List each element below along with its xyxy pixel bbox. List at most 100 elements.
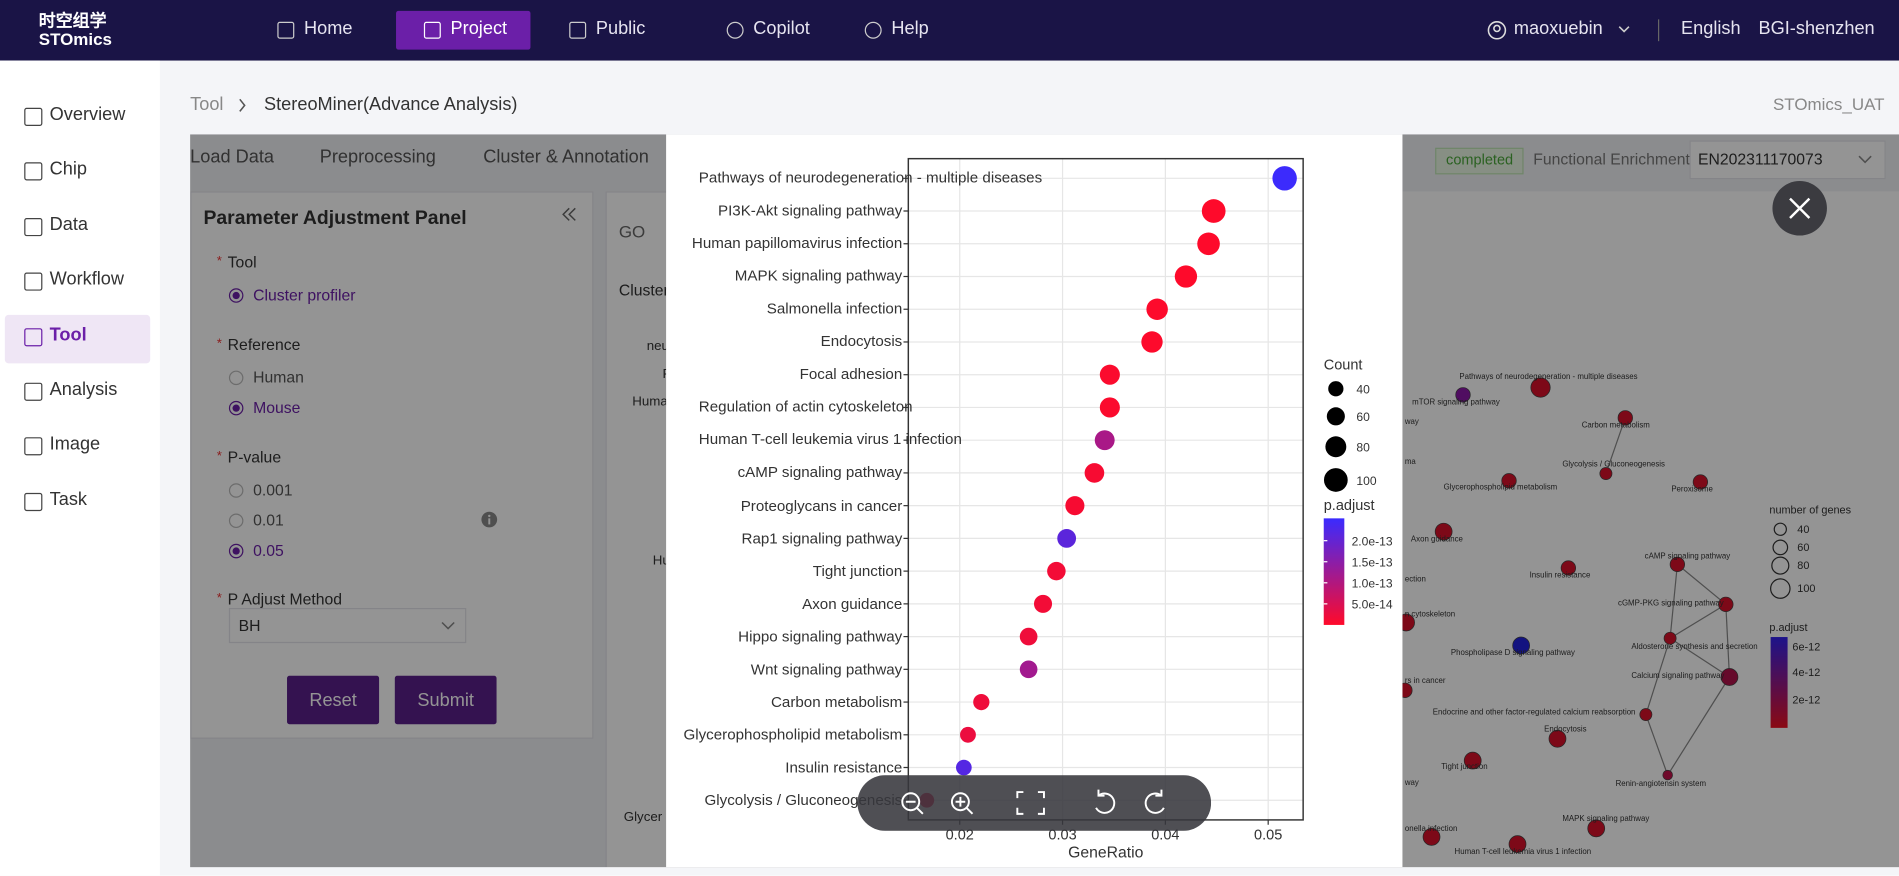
network-legend-swatch (1771, 556, 1790, 575)
nav-item[interactable]: Help (891, 18, 929, 39)
y-tick-label: Carbon metabolism (770, 693, 903, 711)
result-tab[interactable]: GO (618, 221, 646, 242)
radio[interactable] (228, 400, 244, 416)
select[interactable]: BH (228, 607, 467, 644)
radio-label[interactable]: Cluster profiler (253, 285, 356, 304)
user-icon (1487, 21, 1507, 40)
status-tag: completed (1435, 147, 1525, 175)
radio[interactable] (228, 513, 244, 529)
tab[interactable]: Preprocessing (319, 146, 436, 168)
dot-plot: 0.02 0.03 0.04 0.05 GeneRatio Count 40 60 80 100 p… (903, 157, 1393, 861)
dot (956, 759, 972, 776)
fit-screen[interactable] (1016, 791, 1045, 815)
colorbar (1323, 518, 1345, 625)
dot (1272, 166, 1297, 191)
org[interactable]: BGI-shenzhen (1758, 18, 1875, 39)
tab[interactable]: Load Data (190, 146, 274, 168)
side-item[interactable]: Workflow (49, 269, 125, 290)
radio-label[interactable]: 0.01 (253, 511, 284, 530)
network-label: Insulin resistance (1530, 571, 1591, 580)
result-text: Glycer (623, 810, 663, 825)
network-label: cAMP signaling pathway (1645, 551, 1731, 560)
y-tick-label: Hippo signaling pathway (738, 627, 903, 645)
colorbar-label: 5.0e-14 (1352, 598, 1393, 612)
side-icon (24, 382, 43, 401)
radio[interactable] (228, 543, 244, 559)
nav-item[interactable]: Project (450, 18, 508, 39)
enrichment-id: EN202311170073 (1697, 150, 1823, 169)
y-tick-label: Human papillomavirus infection (691, 234, 903, 252)
side-item[interactable]: Data (49, 214, 89, 235)
dot (1084, 463, 1105, 483)
network-edge (1676, 563, 1727, 605)
network-label: Peroxisome (1671, 485, 1713, 494)
info-icon[interactable] (481, 511, 498, 528)
logo-en: STOmics (38, 29, 112, 49)
side-item[interactable]: Task (49, 489, 88, 510)
nav-item[interactable]: Copilot (753, 18, 810, 39)
network-node (1587, 819, 1606, 838)
network-edge (1669, 603, 1727, 639)
side-item[interactable]: Overview (49, 104, 126, 125)
radio[interactable] (228, 483, 244, 498)
breadcrumb-current: StereoMiner(Advance Analysis) (264, 94, 518, 116)
size-legend-swatch (1326, 407, 1345, 426)
side-item[interactable]: Tool (49, 324, 87, 345)
nav-item[interactable]: Home (303, 18, 353, 39)
chevron (1858, 155, 1872, 164)
size-legend-label: 60 (1356, 410, 1370, 424)
close-button[interactable] (1772, 180, 1828, 236)
enrichment-select[interactable]: EN202311170073 (1689, 140, 1886, 180)
dot (1057, 528, 1077, 548)
network-edge (1669, 637, 1730, 678)
nav-icon (277, 21, 295, 39)
collapse-icon[interactable] (562, 207, 577, 222)
zoom-out[interactable] (901, 792, 924, 815)
network-node (1599, 467, 1613, 480)
nav-active-bg (396, 10, 531, 50)
network-legend-swatch (1773, 522, 1787, 536)
submit-button[interactable]: Submit (394, 675, 497, 725)
network-legend-label: 100 (1797, 583, 1815, 595)
radio-label[interactable]: Human (253, 368, 304, 387)
language[interactable]: English (1681, 18, 1741, 39)
field-label: P Adjust Method (227, 589, 343, 608)
side-icon (24, 217, 43, 236)
network-legend-label: 4e-12 (1792, 667, 1820, 679)
x-tick-label: 0.03 (1048, 827, 1076, 843)
plot-panel (908, 158, 1304, 820)
network-node (1501, 473, 1517, 489)
network-legend-label: 40 (1797, 524, 1809, 536)
dot (1141, 331, 1163, 353)
size-legend-swatch (1325, 436, 1347, 458)
network-node (1455, 387, 1471, 403)
zoom-in[interactable] (950, 792, 974, 815)
y-tick-label: PI3K-Akt signaling pathway (717, 202, 903, 220)
radio[interactable] (228, 370, 244, 386)
tab[interactable]: Cluster & Annotation (483, 146, 649, 168)
radio-label[interactable]: 0.05 (253, 541, 284, 560)
side-icon (24, 492, 43, 511)
y-tick-label: cAMP signaling pathway (737, 464, 903, 482)
reset-button[interactable]: Reset (287, 675, 380, 725)
user-name[interactable]: maoxuebin (1513, 18, 1603, 39)
y-tick-label: Rap1 signaling pathway (741, 529, 903, 547)
radio[interactable] (228, 288, 244, 303)
radio-label[interactable]: Mouse (253, 398, 301, 417)
size-legend-swatch (1323, 468, 1348, 492)
nav-item[interactable]: Public (595, 18, 646, 39)
side-item[interactable]: Chip (49, 159, 88, 180)
x-axis-title: GeneRatio (1068, 844, 1143, 861)
y-tick-label: Insulin resistance (785, 758, 903, 776)
y-tick-label: Focal adhesion (799, 365, 903, 383)
side-icon (24, 162, 43, 181)
radio-label[interactable]: 0.001 (253, 480, 293, 499)
rotate-left[interactable] (1095, 789, 1116, 814)
side-item[interactable]: Image (49, 434, 101, 455)
side-item[interactable]: Analysis (49, 379, 118, 400)
network-node (1617, 410, 1633, 426)
breadcrumb-root[interactable]: Tool (190, 94, 224, 116)
dot (1065, 496, 1085, 516)
rotate-right[interactable] (1144, 789, 1165, 814)
